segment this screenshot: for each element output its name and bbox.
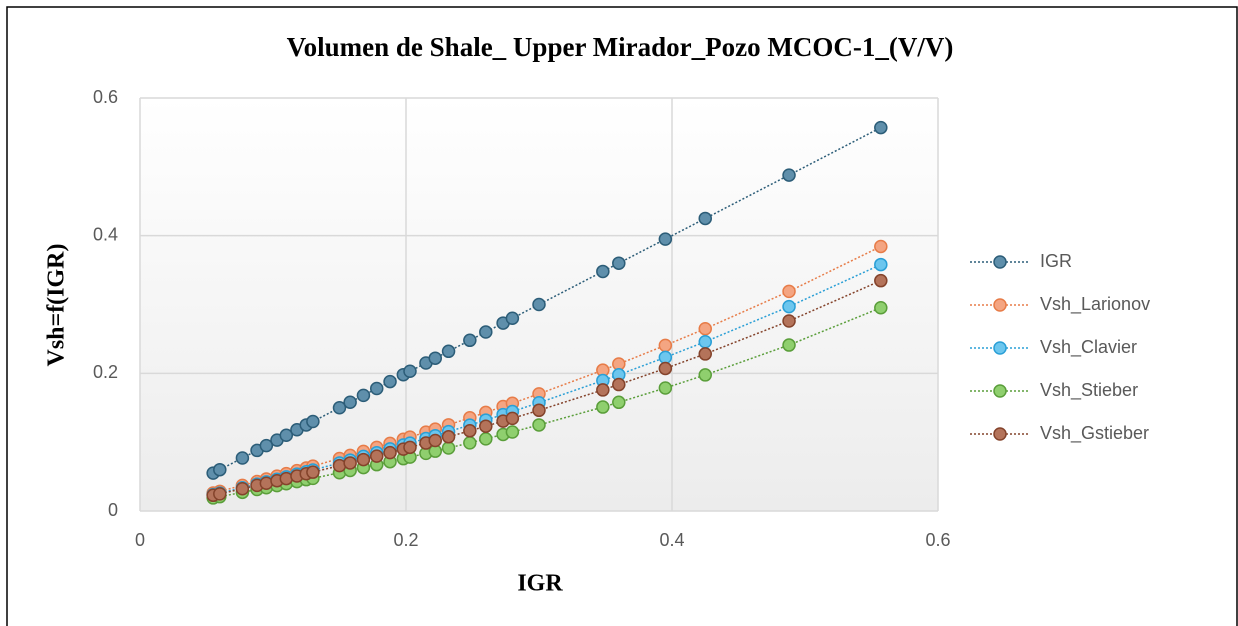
legend-label: IGR [1040, 251, 1072, 271]
x-tick-label: 0.4 [659, 530, 684, 550]
marker [463, 333, 477, 348]
marker [612, 256, 626, 270]
marker [874, 300, 888, 315]
x-axis-label: IGR [517, 571, 563, 597]
y-tick-label: 0.6 [93, 87, 118, 107]
marker [463, 436, 477, 450]
marker [279, 428, 294, 443]
marker [782, 314, 796, 328]
marker [441, 344, 456, 359]
marker [782, 168, 796, 182]
marker [658, 381, 673, 395]
marker [235, 451, 250, 465]
y-tick-label: 0.4 [93, 224, 118, 244]
marker [658, 338, 673, 353]
marker [369, 381, 384, 396]
marker [463, 424, 477, 438]
marker [532, 403, 546, 418]
marker [428, 351, 443, 365]
marker [383, 374, 397, 389]
marker [658, 232, 673, 246]
marker [874, 239, 888, 254]
marker [479, 419, 493, 433]
marker [213, 487, 227, 501]
chart-title: Volumen de Shale_ Upper Mirador_Pozo MCO… [287, 32, 954, 62]
marker [596, 400, 610, 414]
marker [532, 297, 546, 312]
marker [596, 383, 610, 397]
marker [782, 284, 796, 299]
marker [532, 418, 546, 432]
marker [306, 414, 320, 429]
marker [698, 211, 712, 226]
marker [505, 311, 520, 326]
marker [403, 364, 417, 379]
marker [259, 438, 274, 453]
marker [874, 257, 888, 272]
marker [306, 465, 320, 479]
marker [428, 433, 443, 448]
marker [213, 462, 227, 477]
legend-label: Vsh_Stieber [1040, 380, 1138, 401]
x-tick-label: 0.2 [393, 530, 418, 550]
legend-marker [993, 427, 1007, 441]
marker [505, 411, 520, 426]
y-tick-label: 0.2 [93, 362, 118, 382]
marker [332, 401, 347, 415]
y-axis-label: Vsh=f(IGR) [44, 243, 70, 366]
marker [479, 432, 493, 446]
x-tick-label: 0 [135, 530, 145, 550]
legend-marker [993, 298, 1007, 312]
marker [403, 440, 417, 455]
marker [479, 325, 493, 339]
marker [698, 334, 712, 349]
legend-label: Vsh_Larionov [1040, 294, 1150, 315]
x-tick-label: 0.6 [925, 530, 950, 550]
marker [698, 368, 712, 382]
marker [782, 299, 796, 314]
marker [356, 388, 371, 403]
marker [505, 425, 520, 439]
marker [343, 395, 357, 409]
y-tick-label: 0 [108, 500, 118, 520]
marker [874, 273, 888, 288]
legend-marker [993, 384, 1007, 398]
marker [658, 350, 673, 365]
marker [383, 445, 397, 460]
legend-label: Vsh_Clavier [1040, 337, 1137, 358]
marker [612, 395, 626, 410]
marker [441, 430, 456, 444]
marker [343, 456, 357, 470]
marker [698, 347, 712, 361]
marker [658, 361, 673, 376]
marker [874, 120, 888, 135]
marker [782, 338, 796, 352]
marker [356, 452, 371, 467]
marker [612, 377, 626, 392]
marker [369, 449, 384, 463]
legend-marker [993, 341, 1007, 355]
marker [596, 264, 610, 279]
marker [698, 321, 712, 336]
legend-marker [993, 255, 1007, 269]
legend-label: Vsh_Gstieber [1040, 423, 1149, 444]
marker [235, 482, 250, 496]
marker [441, 441, 456, 455]
